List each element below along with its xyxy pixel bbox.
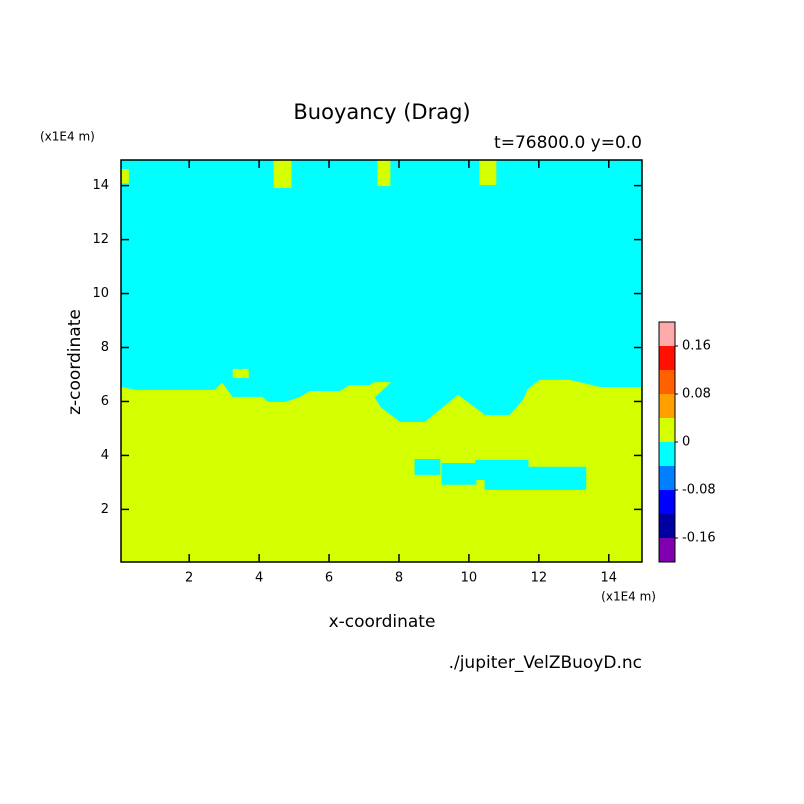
y-tick-label: 14 xyxy=(92,178,109,193)
contour-region xyxy=(377,159,391,187)
y-tick-label: 4 xyxy=(101,448,109,463)
colorbar-band xyxy=(659,466,675,490)
source-label: ./jupiter_VelZBuoyD.nc xyxy=(449,653,642,673)
y-tick-label: 2 xyxy=(101,502,109,517)
contour-region xyxy=(479,159,497,186)
x-tick-label: 12 xyxy=(531,571,548,586)
colorbar-band xyxy=(659,346,675,370)
contour-region xyxy=(441,463,477,485)
x-unit: (x1E4 m) xyxy=(601,590,656,604)
contour-region xyxy=(273,159,292,189)
y-unit: (x1E4 m) xyxy=(40,130,95,144)
colorbar-band xyxy=(659,514,675,538)
colorbar-tick-label: 0 xyxy=(682,435,690,450)
x-axis-label: x-coordinate xyxy=(329,612,436,632)
y-tick-label: 6 xyxy=(101,394,109,409)
plot-frame xyxy=(120,159,643,563)
x-tick-label: 8 xyxy=(395,571,403,586)
contour-region xyxy=(484,466,587,490)
x-tick-label: 10 xyxy=(461,571,478,586)
colorbar-band xyxy=(659,442,675,466)
colorbar-tick-label: 0.08 xyxy=(682,387,711,402)
colorbar-band xyxy=(659,490,675,514)
chart-subtitle: t=76800.0 y=0.0 xyxy=(494,133,642,153)
colorbar-tick-label: -0.16 xyxy=(682,531,716,546)
contour-region xyxy=(414,458,441,475)
colorbar-tick-label: 0.16 xyxy=(682,339,711,354)
colorbar-tick-label: -0.08 xyxy=(682,483,716,498)
contour-region xyxy=(120,379,643,563)
contour-region xyxy=(120,168,129,184)
colorbar-band xyxy=(659,418,675,442)
colorbar-band xyxy=(659,394,675,418)
colorbar-band xyxy=(659,538,675,562)
y-axis-label: z-coordinate xyxy=(65,309,85,415)
x-tick-label: 4 xyxy=(255,571,263,586)
chart-title: Buoyancy (Drag) xyxy=(293,100,470,124)
x-tick-label: 6 xyxy=(325,571,333,586)
x-tick-label: 14 xyxy=(601,571,618,586)
colorbar-band xyxy=(659,370,675,394)
y-tick-label: 10 xyxy=(92,286,109,301)
contour-region xyxy=(232,368,249,378)
y-tick-label: 12 xyxy=(92,232,109,247)
y-tick-label: 8 xyxy=(101,340,109,355)
x-tick-label: 2 xyxy=(185,571,193,586)
colorbar-band xyxy=(659,322,675,346)
